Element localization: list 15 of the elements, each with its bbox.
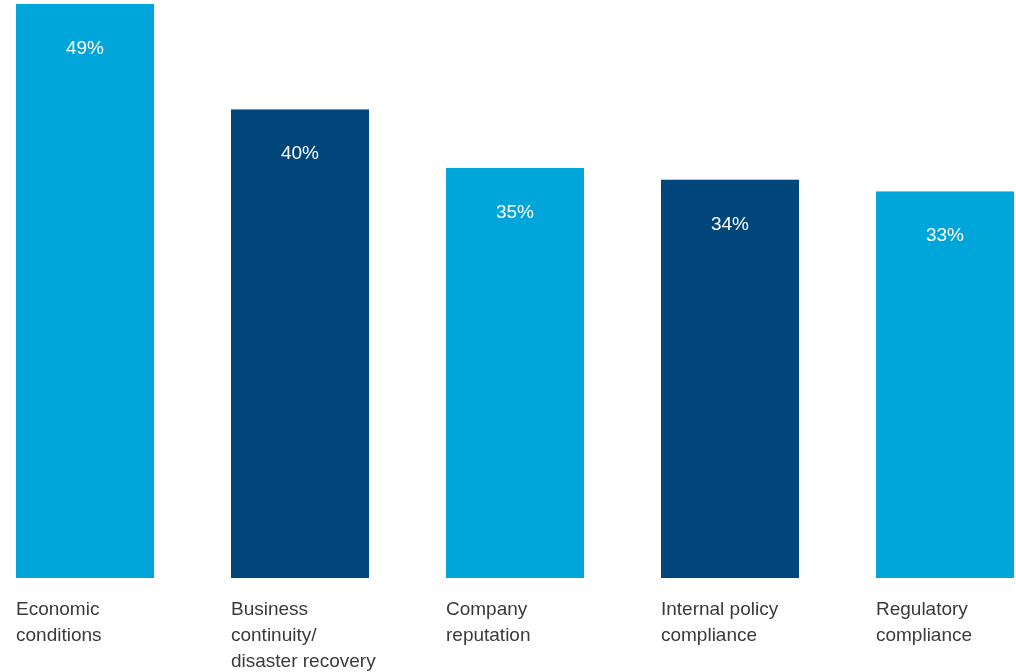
data-label: 35% bbox=[495, 201, 535, 222]
data-label: 49% bbox=[66, 37, 105, 58]
bar bbox=[16, 4, 155, 578]
x-tick-label: Regulatory compliance bbox=[875, 598, 973, 645]
x-tick-label: Economic conditions bbox=[16, 598, 102, 645]
x-tick-label: Business continuity/disaster recovery bbox=[230, 598, 377, 671]
x-tick-label: Internal policy compliance bbox=[660, 598, 779, 645]
data-label: 40% bbox=[280, 142, 320, 164]
bar bbox=[875, 191, 1014, 578]
bar bbox=[660, 179, 800, 578]
x-tick-label: Company reputation bbox=[445, 598, 531, 645]
bar bbox=[445, 168, 585, 578]
data-label: 33% bbox=[925, 224, 965, 246]
bar bbox=[230, 109, 370, 578]
data-label: 34% bbox=[710, 212, 750, 234]
